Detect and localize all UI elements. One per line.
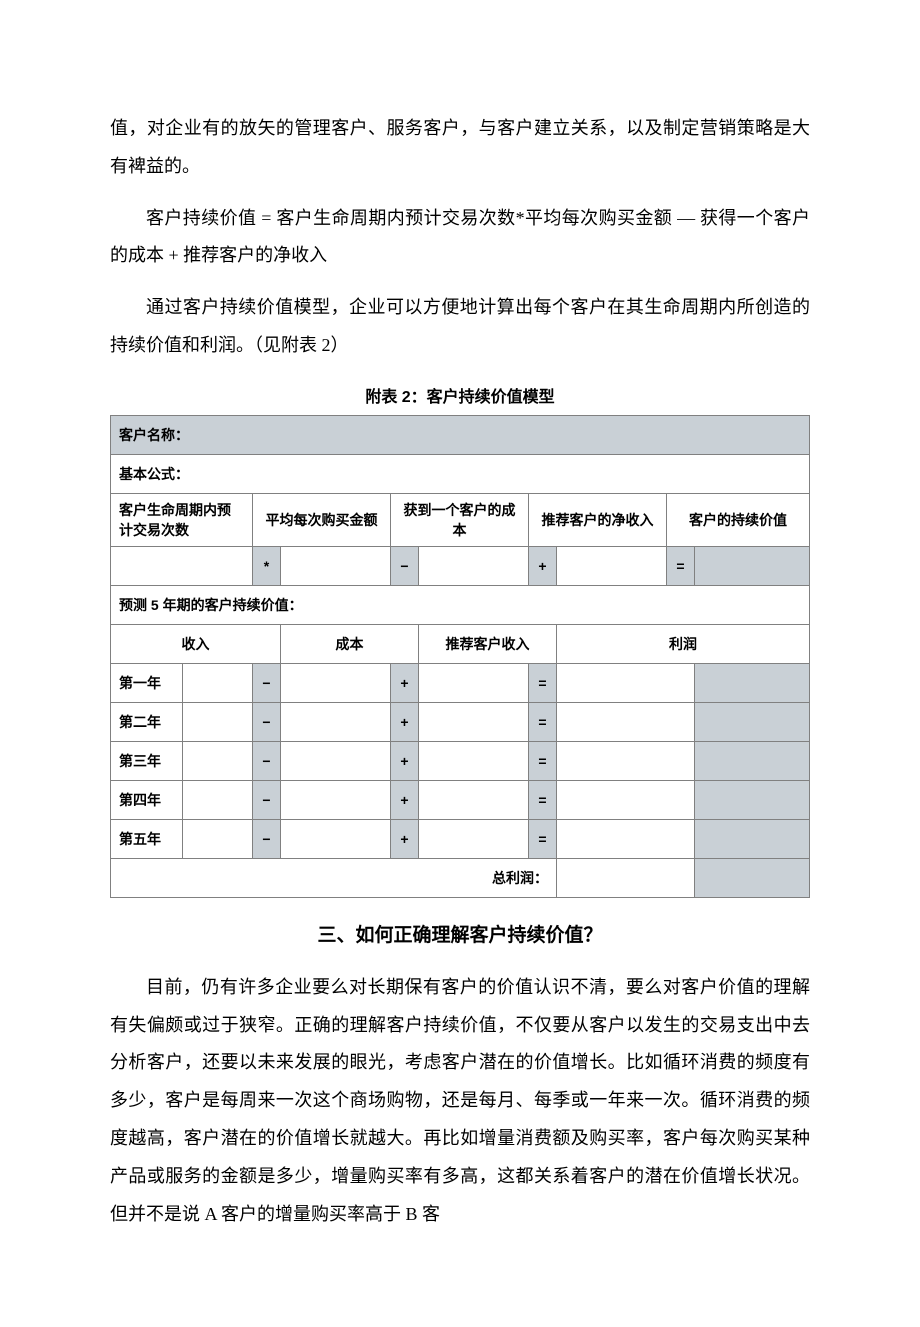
cell-profit bbox=[557, 741, 695, 780]
section-3-title: 三、如何正确理解客户持续价值？ bbox=[110, 920, 810, 947]
cell-profit-shade bbox=[695, 663, 810, 702]
op-sub: − bbox=[253, 702, 281, 741]
op-mul: * bbox=[253, 546, 281, 585]
cell-profit-shade bbox=[695, 819, 810, 858]
op-add: + bbox=[391, 780, 419, 819]
table-row: 第二年 − + = bbox=[111, 702, 810, 741]
hdr-transactions: 客户生命周期内预计交易次数 bbox=[111, 493, 253, 546]
op-sub: − bbox=[253, 780, 281, 819]
op-add: + bbox=[391, 819, 419, 858]
cell-income bbox=[183, 780, 253, 819]
cell-profit bbox=[557, 819, 695, 858]
hdr-referral-net: 推荐客户的净收入 bbox=[529, 493, 667, 546]
forecast-label-row: 预测 5 年期的客户持续价值： bbox=[111, 585, 810, 624]
cell-income bbox=[183, 741, 253, 780]
cell-profit bbox=[557, 702, 695, 741]
hdr-acquire-cost: 获到一个客户的成本 bbox=[391, 493, 529, 546]
year-label: 第二年 bbox=[111, 702, 183, 741]
table-row: 第四年 − + = bbox=[111, 780, 810, 819]
formula-headers-row: 客户生命周期内预计交易次数 平均每次购买金额 获到一个客户的成本 推荐客户的净收… bbox=[111, 493, 810, 546]
basic-formula-row: 基本公式： bbox=[111, 454, 810, 493]
op-add: + bbox=[391, 741, 419, 780]
input-referral-net bbox=[557, 546, 667, 585]
cell-profit bbox=[557, 780, 695, 819]
customer-name-row: 客户名称： bbox=[111, 415, 810, 454]
col-cost: 成本 bbox=[281, 624, 419, 663]
formula-inputs-row: * − + = bbox=[111, 546, 810, 585]
op-sub: − bbox=[391, 546, 419, 585]
op-eq: = bbox=[529, 663, 557, 702]
total-profit-label: 总利润： bbox=[111, 858, 557, 897]
cell-referral bbox=[419, 741, 529, 780]
cell-cost bbox=[281, 702, 391, 741]
cell-referral bbox=[419, 819, 529, 858]
col-referral: 推荐客户收入 bbox=[419, 624, 557, 663]
op-sub: − bbox=[253, 663, 281, 702]
forecast-columns-row: 收入 成本 推荐客户收入 利润 bbox=[111, 624, 810, 663]
op-sub: − bbox=[253, 741, 281, 780]
paragraph-2-formula: 客户持续价值 = 客户生命周期内预计交易次数*平均每次购买金额 — 获得一个客户… bbox=[110, 200, 810, 276]
op-eq: = bbox=[529, 819, 557, 858]
cell-profit bbox=[557, 663, 695, 702]
cell-income bbox=[183, 702, 253, 741]
table-row: 客户名称： bbox=[111, 415, 810, 454]
clv-model-table: 客户名称： 基本公式： 客户生命周期内预计交易次数 平均每次购买金额 获到一个客… bbox=[110, 415, 810, 898]
cell-cost bbox=[281, 819, 391, 858]
page: 值，对企业有的放矢的管理客户、服务客户，与客户建立关系，以及制定营销策略是大有裨… bbox=[0, 0, 920, 1327]
col-income: 收入 bbox=[111, 624, 281, 663]
cell-cost bbox=[281, 741, 391, 780]
cell-profit-shade bbox=[695, 741, 810, 780]
total-profit-shade bbox=[695, 858, 810, 897]
table-row: 预测 5 年期的客户持续价值： bbox=[111, 585, 810, 624]
cell-profit-shade bbox=[695, 702, 810, 741]
input-transactions bbox=[111, 546, 253, 585]
cell-referral bbox=[419, 663, 529, 702]
year-label: 第一年 bbox=[111, 663, 183, 702]
cell-referral bbox=[419, 780, 529, 819]
cell-profit-shade bbox=[695, 780, 810, 819]
table-row: 第三年 − + = bbox=[111, 741, 810, 780]
hdr-avg-amount: 平均每次购买金额 bbox=[253, 493, 391, 546]
cell-income bbox=[183, 819, 253, 858]
table-row: 基本公式： bbox=[111, 454, 810, 493]
op-eq: = bbox=[529, 702, 557, 741]
op-add: + bbox=[391, 663, 419, 702]
input-acquire-cost bbox=[419, 546, 529, 585]
table-row: 第五年 − + = bbox=[111, 819, 810, 858]
year-label: 第三年 bbox=[111, 741, 183, 780]
table-row: 第一年 − + = bbox=[111, 663, 810, 702]
paragraph-4: 目前，仍有许多企业要么对长期保有客户的价值认识不清，要么对客户价值的理解有失偏颇… bbox=[110, 969, 810, 1234]
year-label: 第四年 bbox=[111, 780, 183, 819]
cell-income bbox=[183, 663, 253, 702]
hdr-customer-value: 客户的持续价值 bbox=[667, 493, 810, 546]
cell-referral bbox=[419, 702, 529, 741]
op-sub: − bbox=[253, 819, 281, 858]
paragraph-3: 通过客户持续价值模型，企业可以方便地计算出每个客户在其生命周期内所创造的持续价值… bbox=[110, 289, 810, 365]
op-add: + bbox=[529, 546, 557, 585]
input-avg-amount bbox=[281, 546, 391, 585]
year-label: 第五年 bbox=[111, 819, 183, 858]
col-profit: 利润 bbox=[557, 624, 810, 663]
cell-cost bbox=[281, 780, 391, 819]
total-profit-row: 总利润： bbox=[111, 858, 810, 897]
output-customer-value bbox=[695, 546, 810, 585]
table-title: 附表 2：客户持续价值模型 bbox=[110, 383, 810, 407]
op-add: + bbox=[391, 702, 419, 741]
cell-cost bbox=[281, 663, 391, 702]
op-eq: = bbox=[667, 546, 695, 585]
paragraph-1: 值，对企业有的放矢的管理客户、服务客户，与客户建立关系，以及制定营销策略是大有裨… bbox=[110, 110, 810, 186]
op-eq: = bbox=[529, 741, 557, 780]
total-profit-value bbox=[557, 858, 695, 897]
op-eq: = bbox=[529, 780, 557, 819]
